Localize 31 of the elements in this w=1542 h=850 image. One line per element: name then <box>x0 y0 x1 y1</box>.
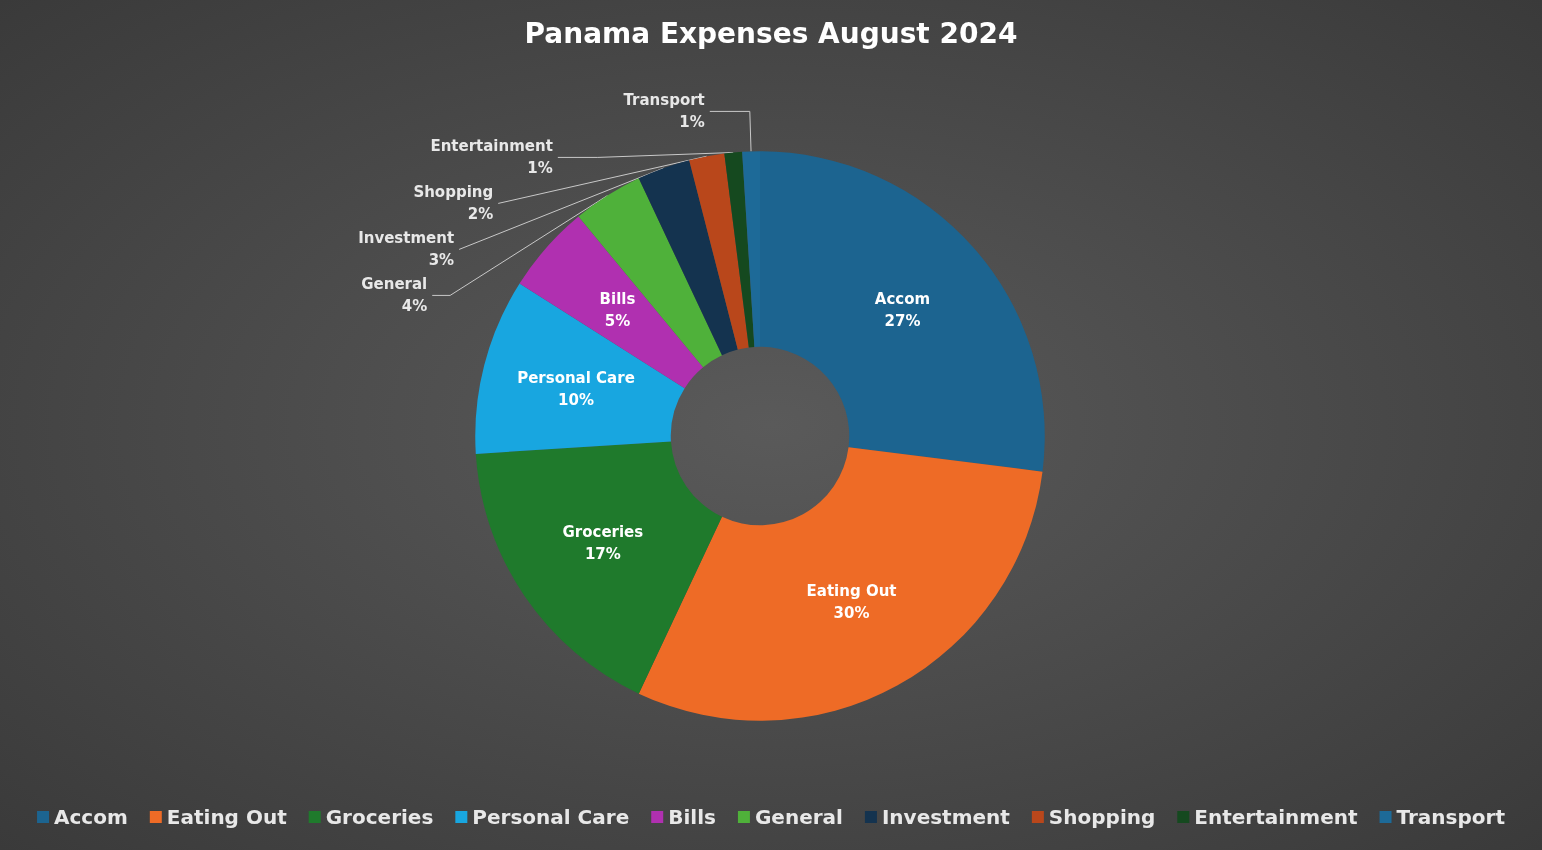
legend-label: Eating Out <box>166 805 288 829</box>
slice-label: Eating Out <box>806 582 897 601</box>
legend-label: Personal Care <box>472 805 630 829</box>
slice-label: Groceries <box>562 522 644 541</box>
slice-label: Accom <box>874 290 931 309</box>
slice-label: Shopping <box>413 183 494 202</box>
data-label: 10% <box>558 390 594 409</box>
data-label: 4% <box>401 297 428 316</box>
data-label: 27% <box>884 312 921 331</box>
data-label: 1% <box>679 113 705 132</box>
slice-label: Personal Care <box>517 368 635 387</box>
data-label: 30% <box>833 604 870 623</box>
slice-label: Transport <box>623 91 705 110</box>
data-label: 2% <box>467 205 494 224</box>
data-label: 17% <box>584 544 621 563</box>
legend-label: Bills <box>668 805 716 829</box>
slice-label: General <box>361 275 428 294</box>
legend-label: Investment <box>881 805 1011 829</box>
data-label: 3% <box>428 251 455 270</box>
slice-label: Entertainment <box>430 137 553 156</box>
legend-label: Entertainment <box>1194 805 1358 829</box>
legend-label: Groceries <box>325 805 434 829</box>
slice-label: Bills <box>599 290 636 309</box>
slice-label: Investment <box>358 229 455 248</box>
legend-label: General <box>754 805 843 829</box>
legend-label: Accom <box>54 805 128 829</box>
chart-title: Panama Expenses August 2024 <box>524 16 1018 50</box>
data-label: 1% <box>527 159 553 178</box>
legend-label: Transport <box>1396 805 1506 829</box>
legend-label: Shopping <box>1048 805 1156 829</box>
data-label: 5% <box>604 312 631 331</box>
